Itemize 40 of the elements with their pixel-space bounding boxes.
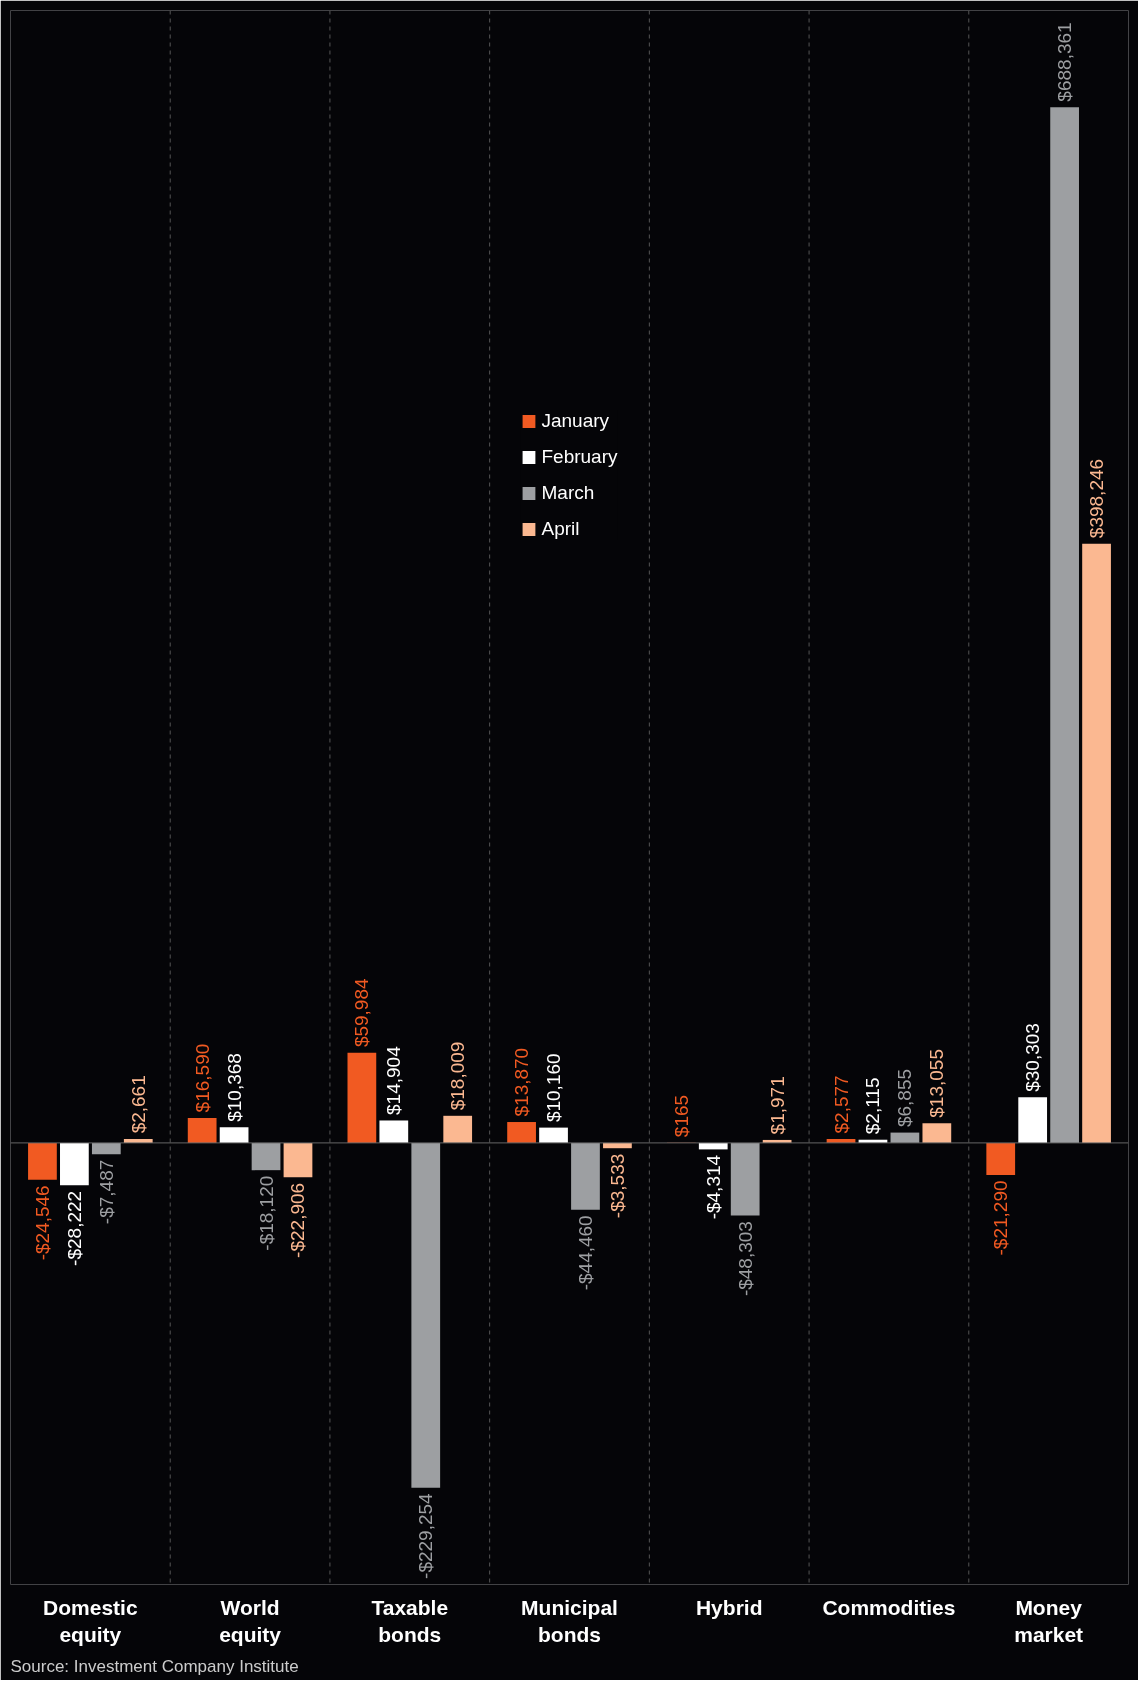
data-label: $6,855 [894,1068,916,1128]
data-label: -$22,906 [287,1182,309,1258]
x-tick-label: Domestic equity [43,1595,138,1647]
data-label: $16,590 [191,1043,213,1113]
data-label: -$3,533 [606,1153,628,1219]
source-note: Source: Investment Company Institute [10,1656,299,1676]
data-label: $59,984 [351,978,373,1048]
data-label: $13,055 [926,1049,948,1118]
data-label: $165 [670,1094,692,1138]
data-label: $30,303 [1022,1023,1044,1092]
x-tick-label: Municipal bonds [521,1595,618,1647]
data-label: -$18,120 [255,1175,277,1251]
x-tick-label: Commodities [822,1595,956,1619]
data-label: $398,246 [1086,458,1108,539]
data-label: -$48,303 [734,1221,756,1297]
data-label: $2,577 [830,1075,852,1134]
data-label: -$21,290 [990,1180,1012,1256]
data-label: $18,009 [447,1041,469,1111]
data-label: -$44,460 [574,1215,596,1291]
data-label: $10,368 [223,1053,245,1122]
data-label: -$7,487 [95,1159,117,1225]
legend-label: March [541,482,595,504]
data-label: $1,971 [766,1076,788,1135]
data-label: -$24,546 [31,1185,53,1261]
data-label: -$28,222 [63,1190,85,1266]
x-tick-label: Taxable bonds [371,1595,449,1647]
data-label: -$4,314 [702,1154,724,1220]
data-label: $688,361 [1054,22,1076,102]
x-tick-label: World equity [219,1595,282,1647]
data-label: $13,870 [511,1047,533,1117]
data-label: $2,661 [127,1075,149,1134]
data-label: -$229,254 [415,1492,437,1579]
legend-label: April [541,518,580,540]
legend-label: January [541,410,610,432]
data-label: $14,904 [383,1045,405,1115]
data-label: $2,115 [862,1077,884,1135]
legend-label: February [541,446,618,468]
x-tick-label: Money market [1014,1595,1084,1647]
x-tick-label: Hybrid [695,1595,763,1619]
data-label: $10,160 [543,1053,565,1123]
